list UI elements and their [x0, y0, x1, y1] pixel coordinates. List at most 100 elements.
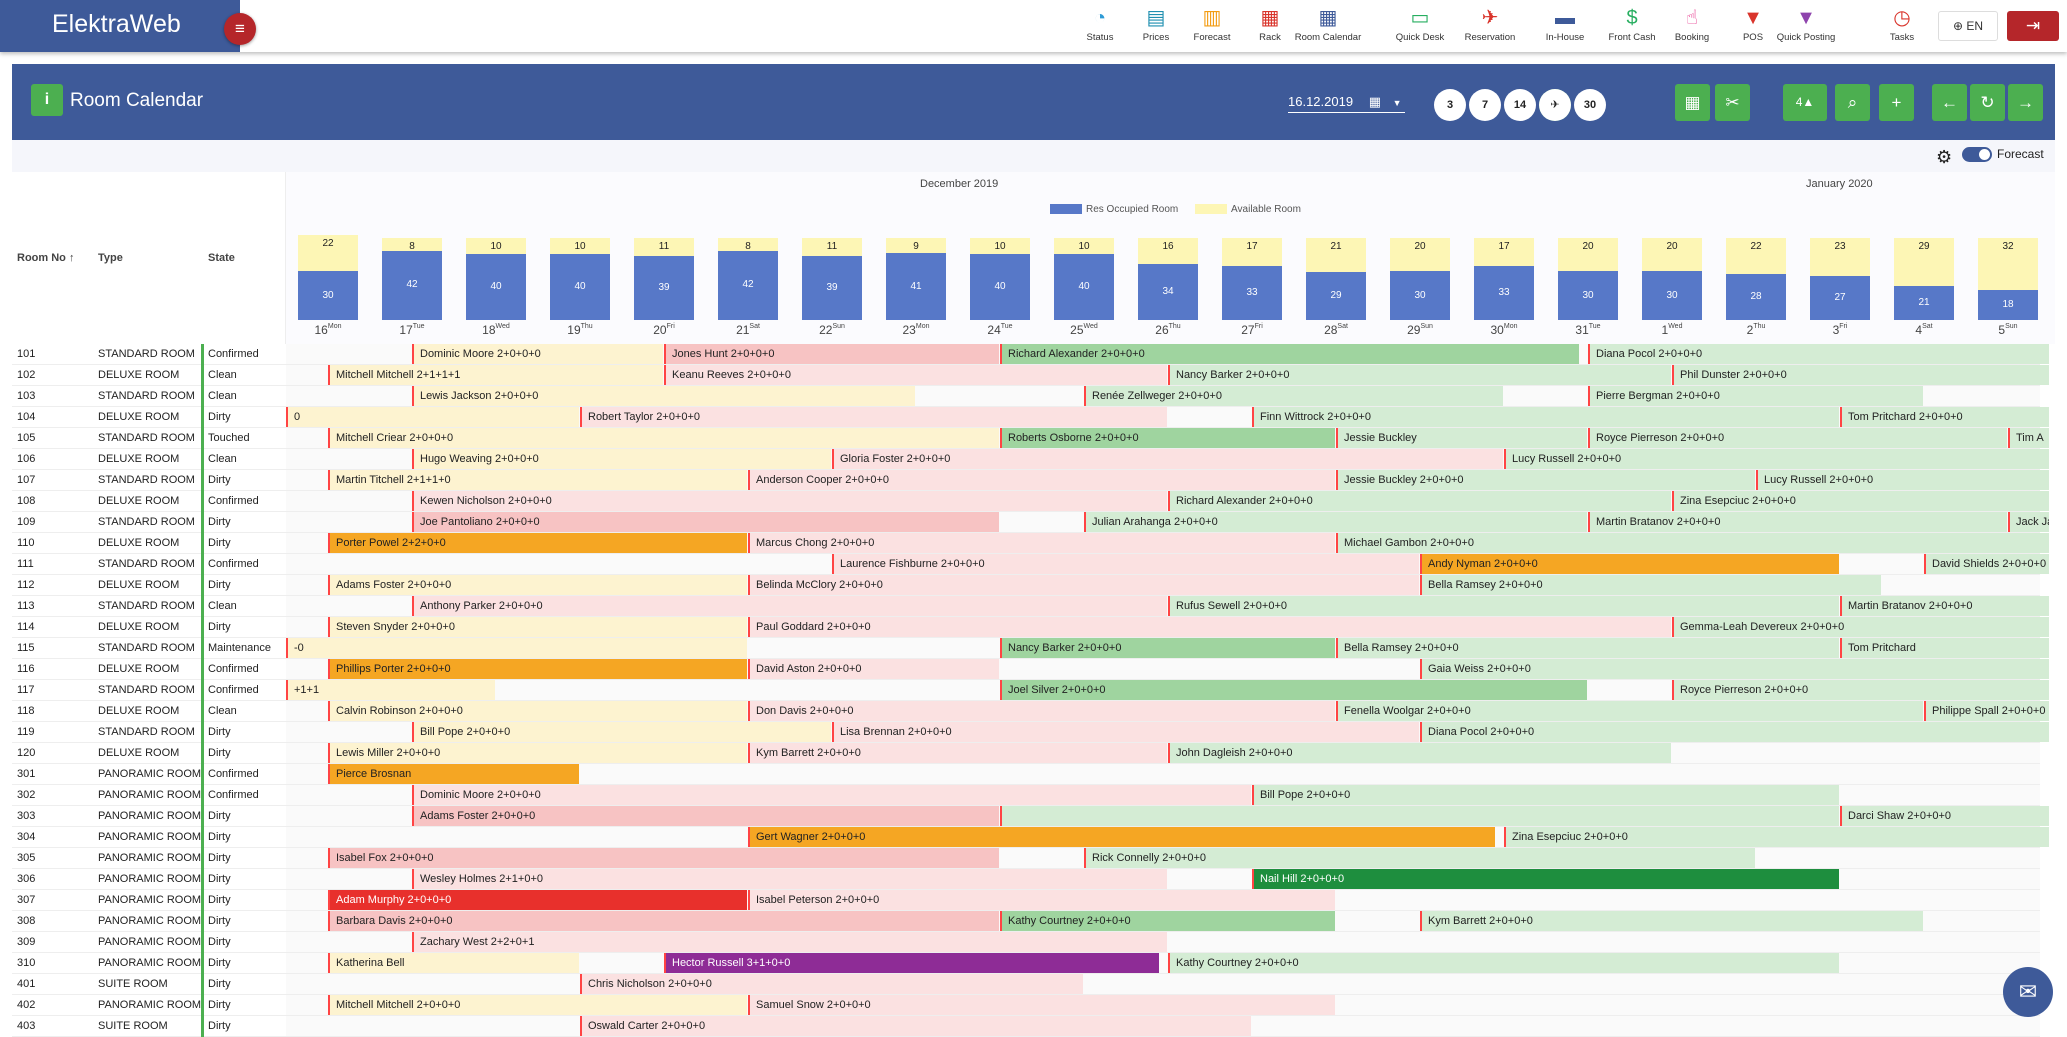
table-row[interactable]: 107 STANDARD ROOM Dirty [12, 470, 286, 491]
booking-block[interactable]: Mitchell Criear 2+0+0+0 [328, 428, 999, 448]
booking-block[interactable]: Dominic Moore 2+0+0+0 [412, 785, 1251, 805]
booking-block[interactable]: Richard Alexander 2+0+0+0 [1168, 491, 1671, 511]
booking-block[interactable]: Andy Nyman 2+0+0+0 [1420, 554, 1839, 574]
booking-block[interactable]: 0 [286, 407, 579, 427]
booking-block[interactable]: Diana Pocol 2+0+0+0 [1588, 344, 2049, 364]
table-row[interactable]: 307 PANORAMIC ROOM Dirty [12, 890, 286, 911]
booking-block[interactable]: Darci Shaw 2+0+0+0 [1840, 806, 2049, 826]
table-row[interactable]: 113 STANDARD ROOM Clean [12, 596, 286, 617]
booking-block[interactable]: Wesley Holmes 2+1+0+0 [412, 869, 1167, 889]
booking-block[interactable]: Chris Nicholson 2+0+0+0 [580, 974, 1083, 994]
booking-block[interactable]: Gloria Foster 2+0+0+0 [832, 449, 1503, 469]
booking-block[interactable]: Laurence Fishburne 2+0+0+0 [832, 554, 1419, 574]
day-bar[interactable]: 10 40 [970, 238, 1030, 320]
booking-block[interactable]: Samuel Snow 2+0+0+0 [748, 995, 1335, 1015]
booking-block[interactable]: Zachary West 2+2+0+1 [412, 932, 1167, 952]
booking-block[interactable]: Lucy Russell 2+0+0+0 [1756, 470, 2049, 490]
table-row[interactable]: 303 PANORAMIC ROOM Dirty [12, 806, 286, 827]
nav-tasks[interactable]: ◷ Tasks [1874, 4, 1930, 48]
brand-logo[interactable]: ElektraWeb [0, 0, 240, 52]
booking-block[interactable]: Porter Powel 2+2+0+0 [328, 533, 747, 553]
chat-button[interactable]: ✉ [2003, 967, 2053, 1017]
booking-block[interactable]: Calvin Robinson 2+0+0+0 [328, 701, 747, 721]
table-row[interactable]: 101 STANDARD ROOM Confirmed [12, 344, 286, 365]
booking-block[interactable]: Pierce Brosnan [328, 764, 579, 784]
table-row[interactable]: 308 PANORAMIC ROOM Dirty [12, 911, 286, 932]
day-bar[interactable]: 16 34 [1138, 238, 1198, 320]
calendar-icon[interactable]: ▦ [1368, 94, 1381, 109]
booking-block[interactable]: Lucy Russell 2+0+0+0 [1504, 449, 2049, 469]
table-row[interactable]: 309 PANORAMIC ROOM Dirty [12, 932, 286, 953]
day-bar[interactable]: 10 40 [550, 238, 610, 320]
day-bar[interactable]: 10 40 [466, 238, 526, 320]
table-row[interactable]: 302 PANORAMIC ROOM Confirmed [12, 785, 286, 806]
menu-button[interactable]: ≡ [224, 13, 256, 45]
booking-block[interactable]: Barbara Davis 2+0+0+0 [328, 911, 999, 931]
table-row[interactable]: 112 DELUXE ROOM Dirty [12, 575, 286, 596]
booking-block[interactable]: Isabel Peterson 2+0+0+0 [748, 890, 1335, 910]
booking-block[interactable]: Oswald Carter 2+0+0+0 [580, 1016, 1251, 1036]
booking-block[interactable]: Philippe Spall 2+0+0+0 [1924, 701, 2049, 721]
booking-block[interactable]: Pierre Bergman 2+0+0+0 [1588, 386, 1923, 406]
booking-block[interactable]: David Shields 2+0+0+0 [1924, 554, 2049, 574]
booking-block[interactable]: Isabel Fox 2+0+0+0 [328, 848, 999, 868]
booking-block[interactable]: Zina Esepciuc 2+0+0+0 [1672, 491, 2049, 511]
table-row[interactable]: 306 PANORAMIC ROOM Dirty [12, 869, 286, 890]
booking-block[interactable]: Martin Bratanov 2+0+0+0 [1840, 596, 2049, 616]
booking-block[interactable]: Phil Dunster 2+0+0+0 [1672, 365, 2049, 385]
booking-block[interactable]: Anthony Parker 2+0+0+0 [412, 596, 1167, 616]
next-button[interactable]: → [2008, 84, 2043, 121]
day-bar[interactable]: 23 27 [1810, 238, 1870, 320]
table-row[interactable]: 103 STANDARD ROOM Clean [12, 386, 286, 407]
day-bar[interactable]: 32 18 [1978, 238, 2038, 320]
booking-block[interactable]: Jessie Buckley 2+0+0+0 [1336, 470, 1755, 490]
booking-block[interactable]: Joel Silver 2+0+0+0 [1000, 680, 1587, 700]
room-timeline[interactable] [286, 764, 2040, 785]
table-row[interactable]: 114 DELUXE ROOM Dirty [12, 617, 286, 638]
booking-block[interactable]: Tom Pritchard 2+0+0+0 [1840, 407, 2049, 427]
day-bar[interactable]: 11 39 [802, 238, 862, 320]
table-row[interactable]: 109 STANDARD ROOM Dirty [12, 512, 286, 533]
table-row[interactable]: 310 PANORAMIC ROOM Dirty [12, 953, 286, 974]
room-no-header[interactable]: Room No ↑ [17, 252, 75, 264]
booking-block[interactable]: Martin Bratanov 2+0+0+0 [1588, 512, 2007, 532]
booking-block[interactable]: Nancy Barker 2+0+0+0 [1000, 638, 1335, 658]
booking-block[interactable]: Bella Ramsey 2+0+0+0 [1420, 575, 1881, 595]
table-row[interactable]: 402 PANORAMIC ROOM Dirty [12, 995, 286, 1016]
nav-forecast[interactable]: ▥ Forecast [1184, 4, 1240, 48]
booking-block[interactable]: Kewen Nicholson 2+0+0+0 [412, 491, 1167, 511]
booking-block[interactable]: Robert Taylor 2+0+0+0 [580, 407, 1167, 427]
booking-block[interactable]: Nancy Barker 2+0+0+0 [1168, 365, 1671, 385]
booking-block[interactable]: Diana Pocol 2+0+0+0 [1420, 722, 2049, 742]
booking-block[interactable]: Marcus Chong 2+0+0+0 [748, 533, 1335, 553]
booking-block[interactable]: David Aston 2+0+0+0 [748, 659, 999, 679]
room-timeline[interactable] [286, 974, 2040, 995]
logout-button[interactable]: ⇥ [2007, 11, 2059, 41]
booking-block[interactable]: Bill Pope 2+0+0+0 [412, 722, 831, 742]
nav-booking[interactable]: ☝ Booking [1664, 4, 1720, 48]
booking-block[interactable]: Kathy Courtney 2+0+0+0 [1000, 911, 1335, 931]
booking-block[interactable]: Lisa Brennan 2+0+0+0 [832, 722, 1419, 742]
booking-block[interactable]: Adams Foster 2+0+0+0 [412, 806, 999, 826]
booking-block[interactable]: Lewis Jackson 2+0+0+0 [412, 386, 915, 406]
booking-block[interactable]: Nail Hill 2+0+0+0 [1252, 869, 1839, 889]
nav-front-cash[interactable]: $ Front Cash [1592, 4, 1672, 48]
grid-view-button[interactable]: ▦ [1675, 84, 1710, 121]
day-bar[interactable]: 20 30 [1642, 238, 1702, 320]
booking-block[interactable]: Tom Pritchard [1840, 638, 2049, 658]
nav-prices[interactable]: ▤ Prices [1128, 4, 1184, 48]
booking-block[interactable]: Hugo Weaving 2+0+0+0 [412, 449, 831, 469]
nav-in-house[interactable]: ▬ In-House [1537, 4, 1593, 48]
table-row[interactable]: 304 PANORAMIC ROOM Dirty [12, 827, 286, 848]
gear-icon[interactable]: ⚙ [1936, 147, 1953, 167]
booking-block[interactable]: Gert Wagner 2+0+0+0 [748, 827, 1495, 847]
table-row[interactable]: 118 DELUXE ROOM Clean [12, 701, 286, 722]
day-bar[interactable]: 20 30 [1390, 238, 1450, 320]
day-bar[interactable]: 22 28 [1726, 238, 1786, 320]
booking-block[interactable]: Finn Wittrock 2+0+0+0 [1252, 407, 1839, 427]
table-row[interactable]: 106 DELUXE ROOM Clean [12, 449, 286, 470]
booking-block[interactable]: Jessie Buckley [1336, 428, 1587, 448]
day-bar[interactable]: 20 30 [1558, 238, 1618, 320]
booking-block[interactable]: Keanu Reeves 2+0+0+0 [664, 365, 1167, 385]
housekeeping-button[interactable]: 4▲ [1783, 84, 1827, 121]
